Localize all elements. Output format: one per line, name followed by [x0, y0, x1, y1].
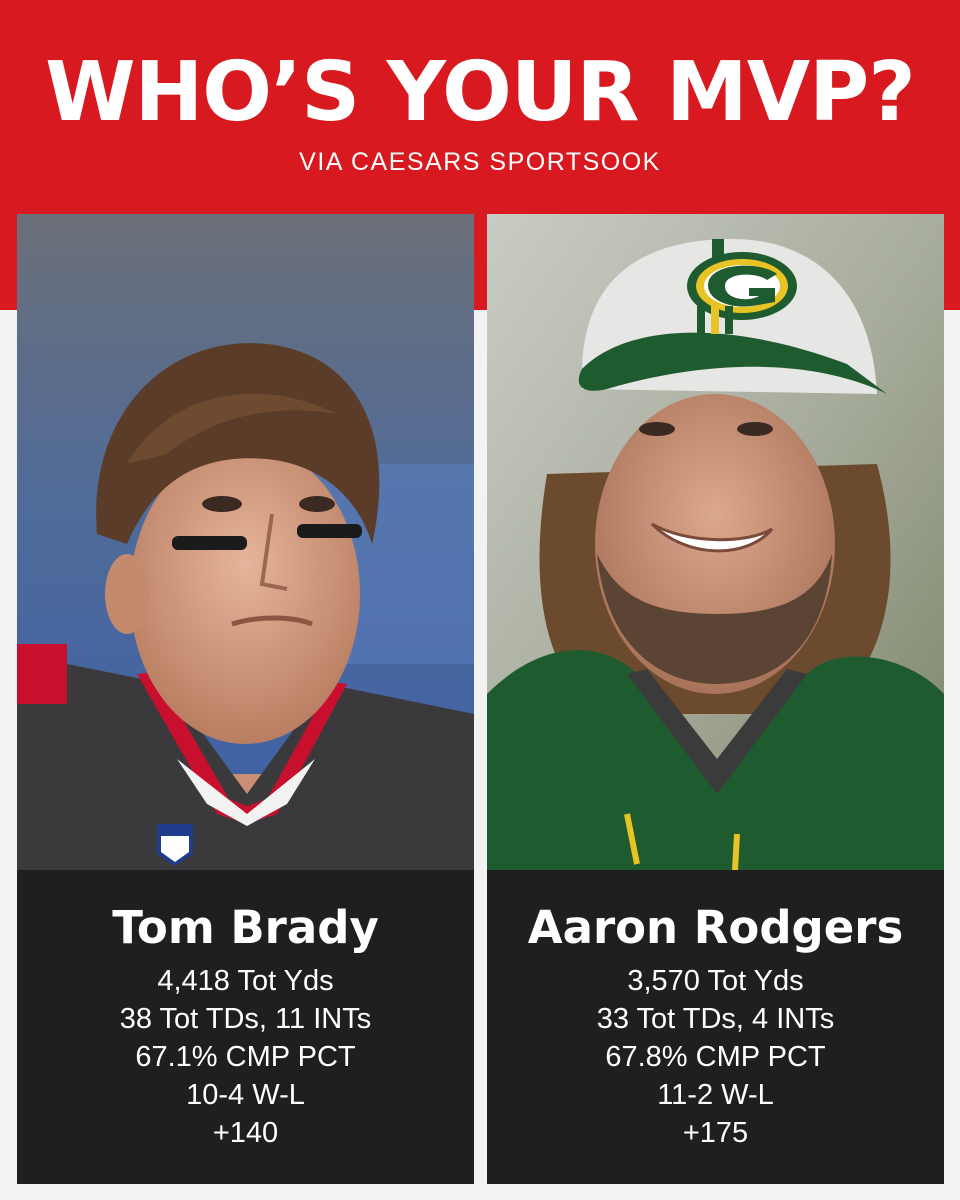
stat-total-yards: 3,570 Tot Yds [627, 965, 804, 997]
rodgers-photo-illustration [487, 214, 944, 870]
stat-completion-pct: 67.1% CMP PCT [135, 1041, 356, 1073]
stat-completion-pct: 67.8% CMP PCT [605, 1041, 826, 1073]
stat-tds-ints: 33 Tot TDs, 4 INTs [596, 1003, 835, 1035]
player-photo-brady [17, 214, 474, 870]
player-stats: 3,570 Tot Yds 33 Tot TDs, 4 INTs 67.8% C… [487, 962, 944, 1152]
stat-tds-ints: 38 Tot TDs, 11 INTs [119, 1003, 372, 1035]
stat-odds: +175 [682, 1117, 749, 1149]
player-name: Aaron Rodgers [527, 901, 904, 954]
stat-win-loss: 11-2 W-L [657, 1079, 774, 1111]
brady-photo-illustration [17, 214, 474, 870]
page-title: WHO’S YOUR MVP? [45, 45, 916, 140]
player-stats: 4,418 Tot Yds 38 Tot TDs, 11 INTs 67.1% … [17, 962, 474, 1152]
stat-total-yards: 4,418 Tot Yds [157, 965, 334, 997]
stat-odds: +140 [212, 1117, 279, 1149]
player-card-rodgers: Aaron Rodgers 3,570 Tot Yds 33 Tot TDs, … [487, 214, 944, 1184]
player-name: Tom Brady [112, 901, 379, 954]
player-info-brady: Tom Brady 4,418 Tot Yds 38 Tot TDs, 11 I… [17, 870, 474, 1184]
stat-win-loss: 10-4 W-L [186, 1079, 305, 1111]
player-info-rodgers: Aaron Rodgers 3,570 Tot Yds 33 Tot TDs, … [487, 870, 944, 1184]
player-photo-rodgers [487, 214, 944, 870]
page-subtitle: VIA CAESARS SPORTSOOK [299, 148, 661, 176]
player-card-brady: Tom Brady 4,418 Tot Yds 38 Tot TDs, 11 I… [17, 214, 474, 1184]
